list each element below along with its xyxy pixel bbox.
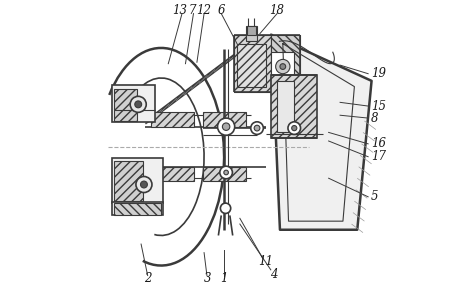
Bar [114,90,137,121]
Circle shape [136,177,152,193]
Circle shape [220,203,231,213]
Bar [151,112,194,127]
Circle shape [288,122,301,134]
Text: 7: 7 [189,4,196,17]
Bar [151,167,194,181]
Text: 8: 8 [371,111,379,125]
Text: 2: 2 [144,272,151,285]
FancyBboxPatch shape [271,52,294,81]
Text: 15: 15 [371,100,386,113]
FancyBboxPatch shape [112,202,163,215]
FancyBboxPatch shape [237,44,265,87]
Text: 1: 1 [220,272,228,285]
Circle shape [251,122,264,134]
Text: 16: 16 [371,137,386,150]
Circle shape [140,181,147,188]
Circle shape [222,123,230,130]
Text: 13: 13 [172,4,187,17]
FancyBboxPatch shape [247,26,255,35]
Text: 12: 12 [196,4,211,17]
Text: 6: 6 [218,4,225,17]
FancyBboxPatch shape [246,26,257,41]
Text: 3: 3 [204,272,211,285]
Bar [114,203,161,215]
Bar [114,161,143,201]
FancyBboxPatch shape [112,158,163,202]
Bar [271,35,300,92]
Text: 18: 18 [270,4,284,17]
FancyBboxPatch shape [112,85,155,122]
Bar [203,167,246,181]
Circle shape [276,59,290,74]
Bar [234,35,271,92]
Text: 5: 5 [371,190,379,203]
Circle shape [280,64,286,69]
Bar [203,112,246,127]
Circle shape [224,170,228,175]
Text: 11: 11 [258,255,273,268]
Circle shape [218,118,235,135]
FancyBboxPatch shape [277,81,294,132]
Circle shape [130,96,146,112]
Bar [271,75,317,138]
Circle shape [254,125,260,131]
Text: 17: 17 [371,150,386,163]
Circle shape [292,126,297,131]
Polygon shape [271,35,372,230]
Text: 4: 4 [270,268,277,281]
Text: 19: 19 [371,67,386,80]
Circle shape [220,166,232,179]
Circle shape [135,101,142,108]
